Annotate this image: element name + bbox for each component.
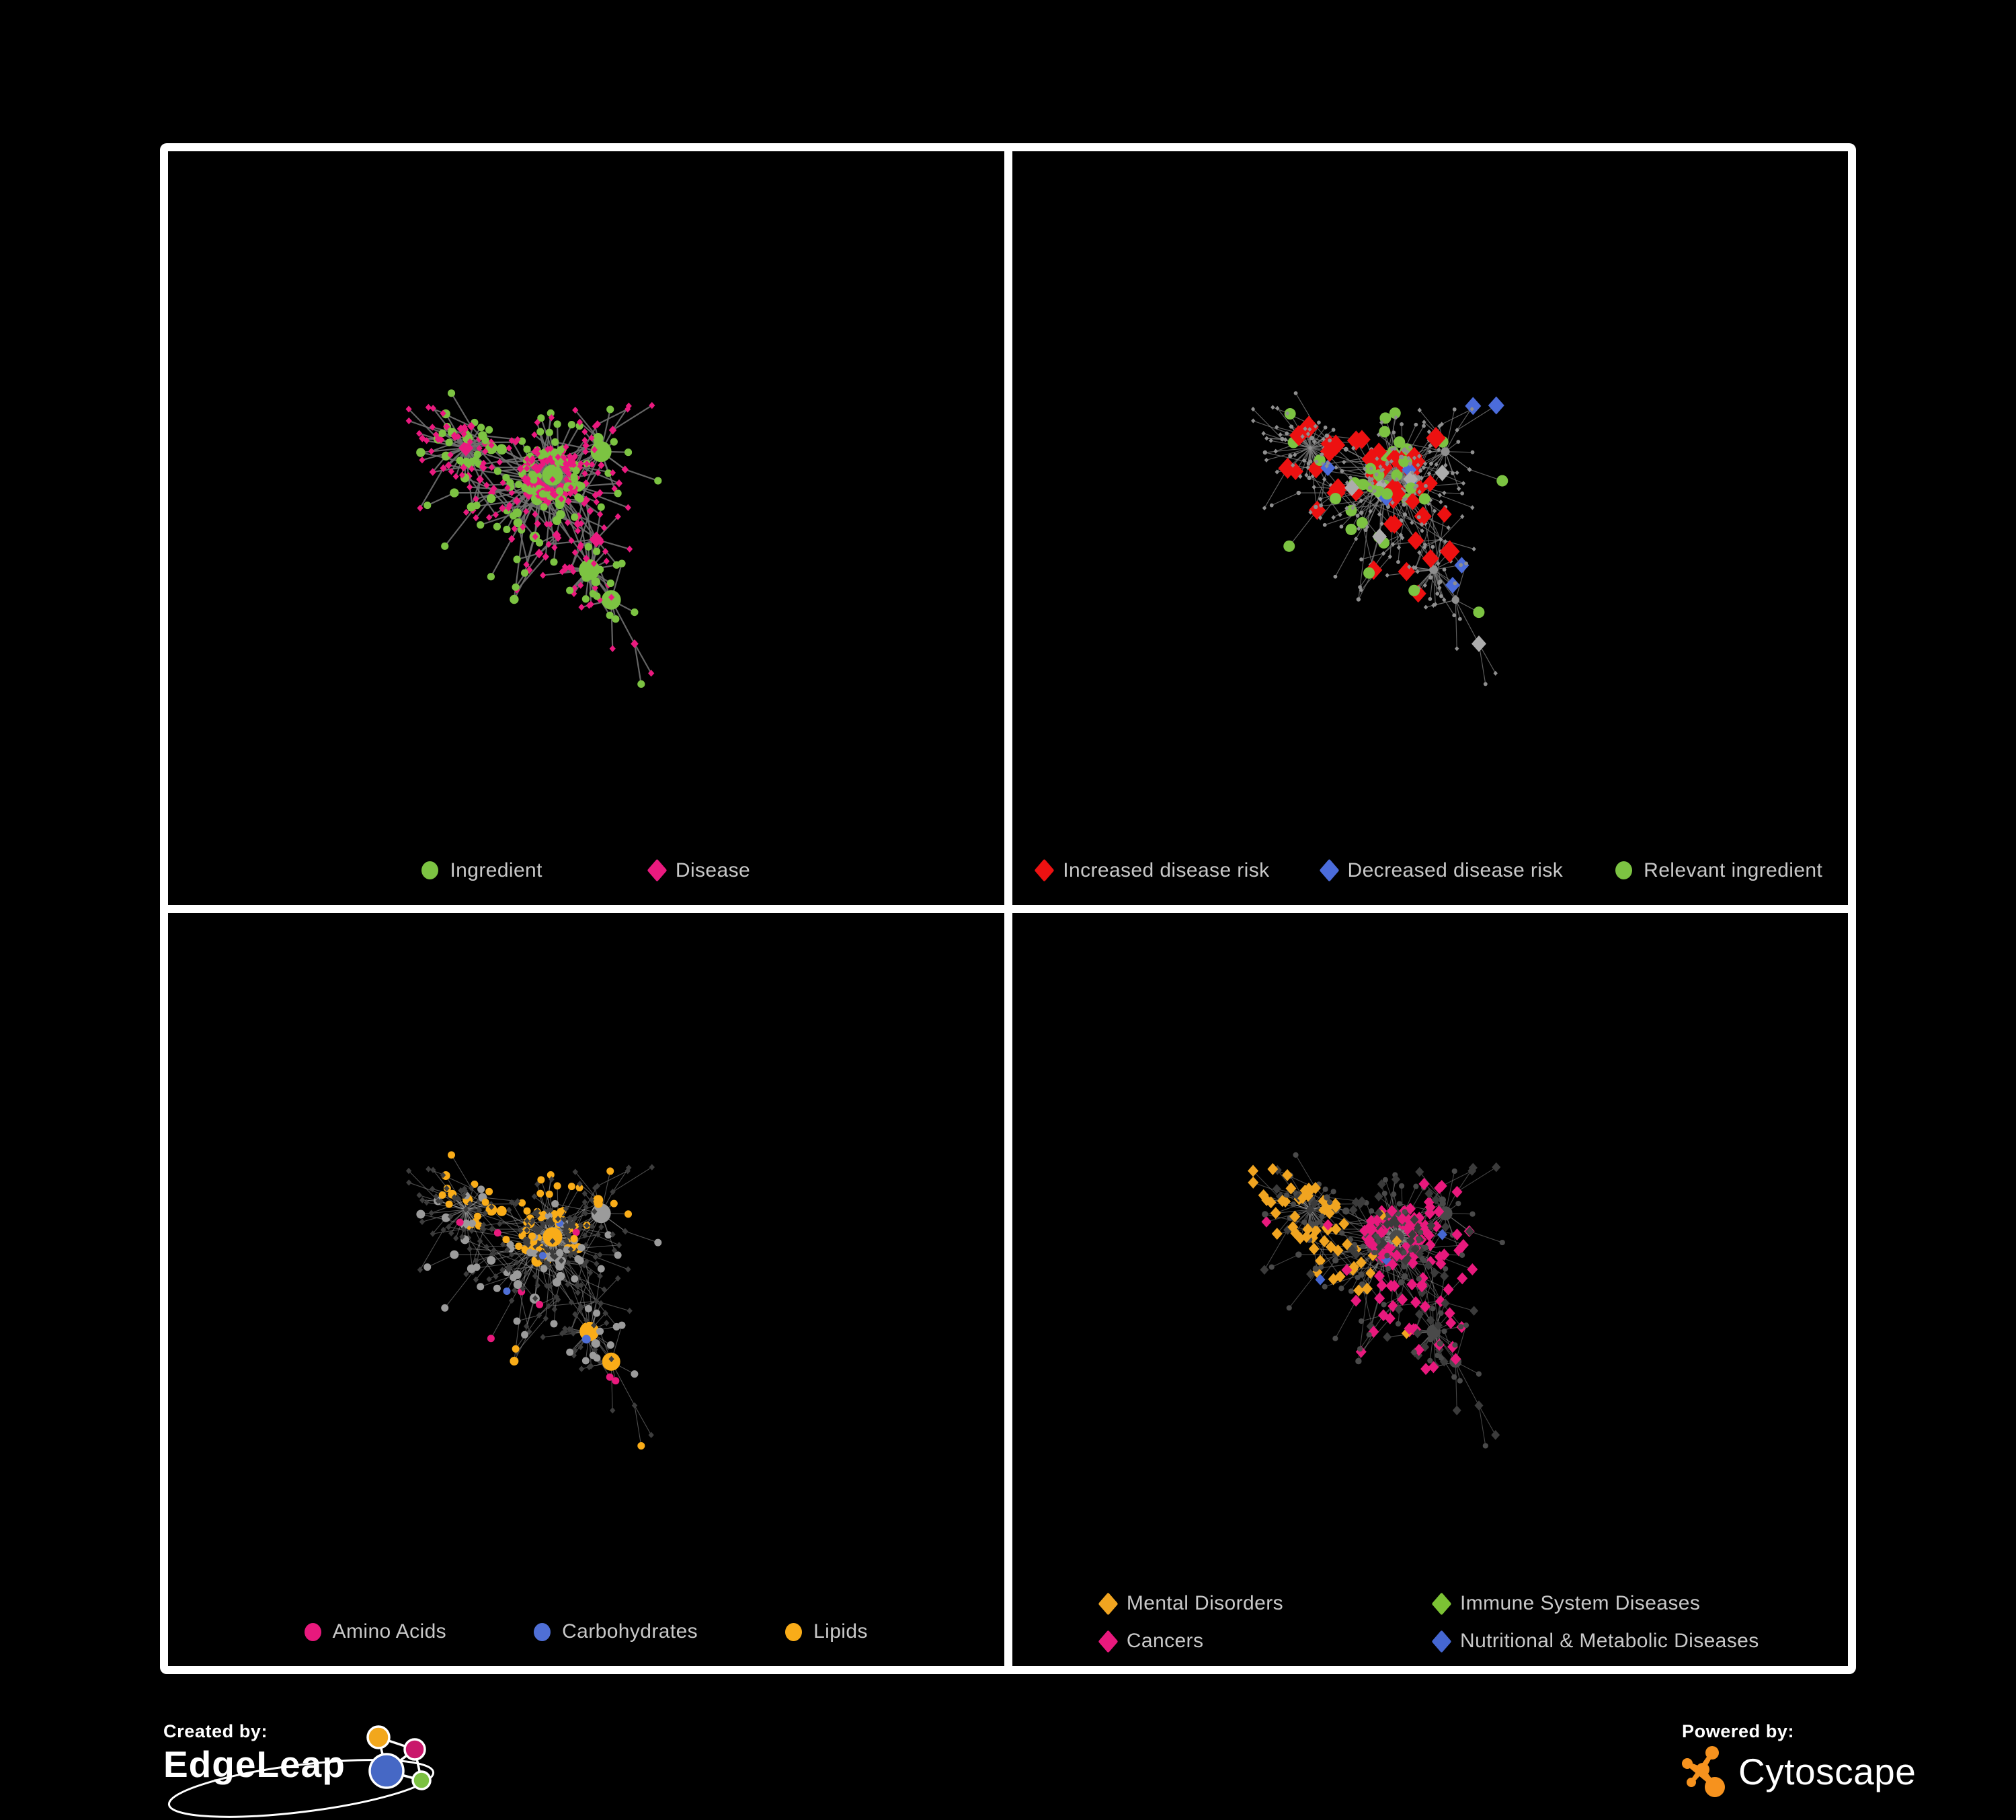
disease-swatch-icon [647, 859, 668, 882]
legend-label: Immune System Diseases [1460, 1592, 1701, 1614]
panel-disease-categories: Mental Disorders Immune System Diseases … [1012, 912, 1849, 1666]
legend-label: Lipids [813, 1620, 868, 1643]
edgeleap-node-orange [366, 1725, 391, 1749]
edgeleap-node-blue [368, 1753, 405, 1789]
network-disease-risk [1250, 391, 1508, 686]
legend-item-decreased-risk: Decreased disease risk [1319, 859, 1564, 882]
increased-risk-swatch-icon [1034, 859, 1055, 882]
cancers-swatch-icon [1098, 1629, 1119, 1653]
mental-disorders-swatch-icon [1098, 1591, 1119, 1616]
legend-item-mental-disorders: Mental Disorders [1098, 1591, 1283, 1616]
legend-label: Mental Disorders [1126, 1592, 1283, 1614]
legend-item-relevant-ingredient: Relevant ingredient [1615, 859, 1822, 882]
immune-system-swatch-icon [1431, 1591, 1452, 1616]
relevant-ingredient-swatch-icon [1615, 861, 1633, 879]
legend-item-amino-acids: Amino Acids [304, 1620, 447, 1643]
panel-disease-risk: Increased disease risk Decreased disease… [1012, 151, 1849, 905]
cytoscape-wordmark: Cytoscape [1738, 1751, 1917, 1792]
legend-nutrient-classes: Amino Acids Carbohydrates Lipids [168, 1620, 1004, 1643]
legend-label: Decreased disease risk [1347, 859, 1564, 881]
legend-label: Relevant ingredient [1644, 859, 1823, 881]
legend-item-nutritional-metabolic: Nutritional & Metabolic Diseases [1431, 1629, 1759, 1653]
legend-item-cancers: Cancers [1098, 1629, 1283, 1653]
amino-acids-swatch-icon [304, 1622, 321, 1641]
network-nutrient-classes [405, 1150, 662, 1450]
cytoscape-icon [1682, 1746, 1725, 1797]
network-disease-categories [1247, 1152, 1505, 1449]
decreased-risk-swatch-icon [1319, 859, 1339, 882]
ingredient-swatch-icon [421, 861, 439, 879]
created-by-label: Created by: [163, 1721, 268, 1741]
legend-ingredient-disease: Ingredient Disease [168, 859, 1004, 882]
edgeleap-wordmark: EdgeLeap [163, 1743, 346, 1785]
carbohydrates-swatch-icon [534, 1622, 551, 1641]
figure-grid: Ingredient Disease Increased disease ris… [160, 143, 1856, 1674]
legend-item-increased-risk: Increased disease risk [1034, 859, 1270, 882]
edgeleap-swoosh [167, 1759, 435, 1818]
legend-label: Nutritional & Metabolic Diseases [1460, 1630, 1759, 1652]
edgeleap-credit: Created by: EdgeLeap [163, 1721, 466, 1820]
legend-label: Carbohydrates [562, 1620, 698, 1643]
network-ingredient-disease [405, 389, 662, 688]
legend-item-carbohydrates: Carbohydrates [534, 1620, 698, 1643]
legend-label: Disease [675, 859, 751, 881]
panel-ingredient-disease: Ingredient Disease [168, 151, 1004, 905]
panel-nutrient-classes: Amino Acids Carbohydrates Lipids [168, 912, 1004, 1666]
edgeleap-node-green [411, 1770, 432, 1790]
nutritional-metabolic-swatch-icon [1431, 1629, 1452, 1653]
legend-item-immune-system-diseases: Immune System Diseases [1431, 1591, 1759, 1616]
cytoscape-credit: Powered by: Cytosc [1682, 1721, 1924, 1820]
lipids-swatch-icon [785, 1622, 803, 1641]
legend-disease-risk: Increased disease risk Decreased disease… [1012, 859, 1849, 882]
legend-label: Increased disease risk [1063, 859, 1270, 881]
legend-disease-categories: Mental Disorders Immune System Diseases … [1012, 1591, 1849, 1653]
legend-item-lipids: Lipids [785, 1620, 868, 1643]
legend-item-disease: Disease [647, 859, 751, 882]
legend-label: Ingredient [450, 859, 542, 881]
powered-by-label: Powered by: [1682, 1721, 1795, 1741]
legend-label: Cancers [1126, 1630, 1204, 1652]
edgeleap-logo-icon [167, 1725, 435, 1818]
edgeleap-node-magenta [403, 1738, 426, 1761]
legend-item-ingredient: Ingredient [421, 859, 542, 882]
legend-label: Amino Acids [332, 1620, 447, 1643]
